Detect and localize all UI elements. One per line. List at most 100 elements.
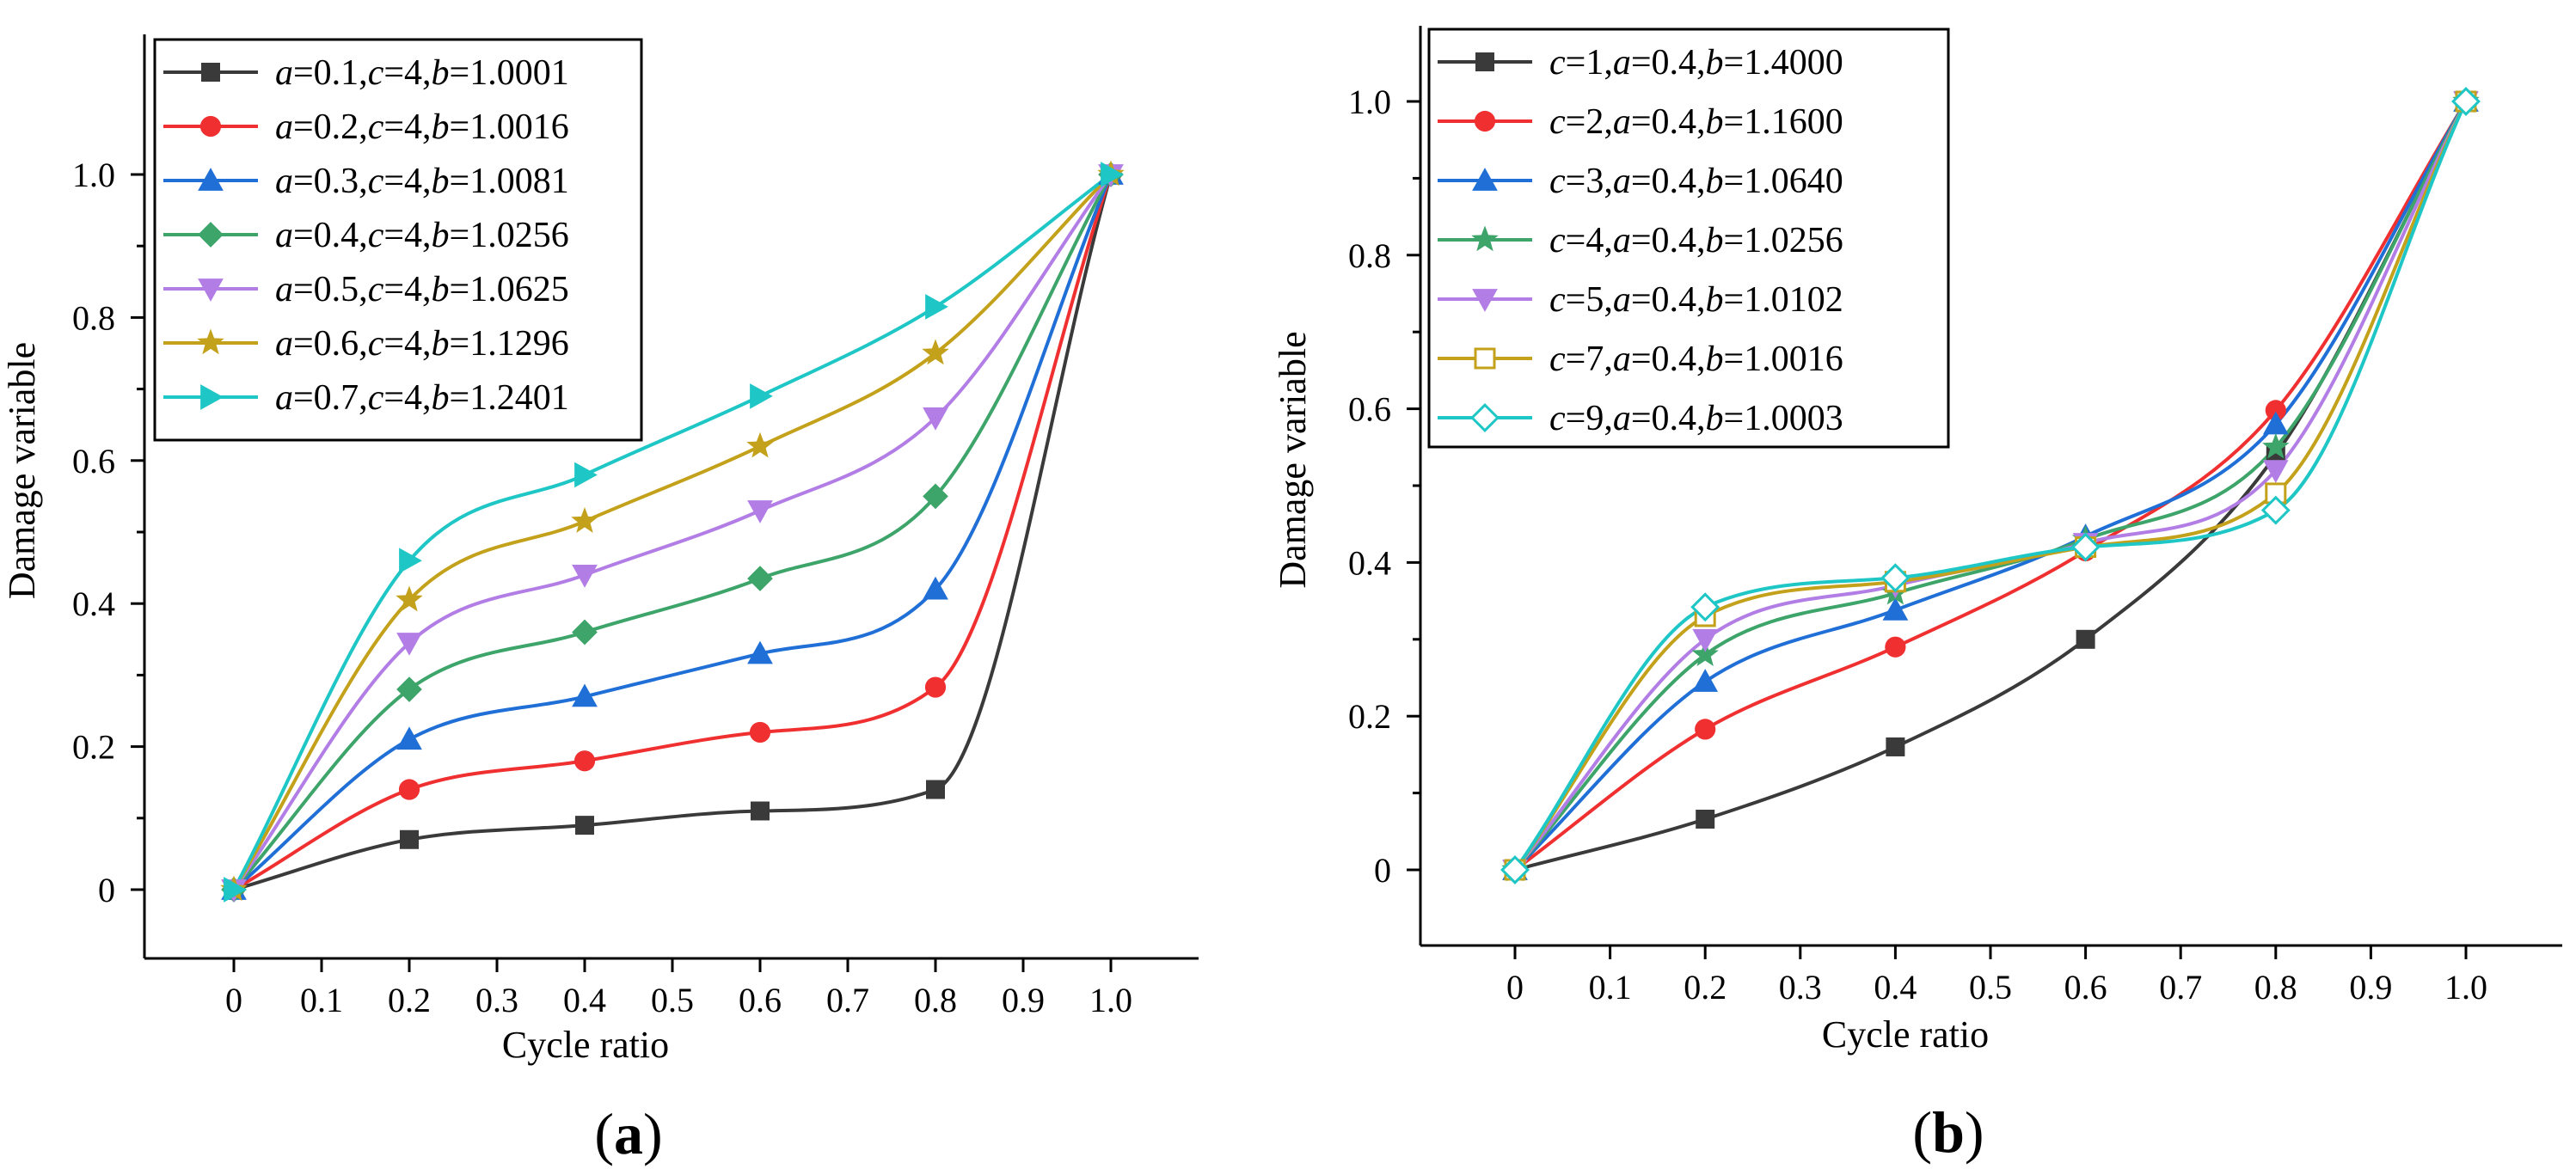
legend-label: a=0.7,c=4,b=1.2401 [275,378,569,418]
legend-marker [197,328,224,355]
legend-param-value: =4, [383,53,431,93]
y-tick-label: 0.2 [1348,697,1391,736]
series-line [232,173,1113,890]
legend-label: c=2,a=0.4,b=1.1600 [1549,102,1843,142]
x-tick-label: 0.2 [1684,968,1727,1007]
legend-marker [199,115,222,138]
chart-panel-b: 0 0.1 0.2 0.3 0.4 0.5 0.6 0.7 0.8 0.9 1.0 0 0.2 0.4 0.… [1272,26,2562,1165]
legend-param-value: =1.1296 [450,324,569,364]
data-point [574,462,598,488]
series-1 [1513,100,2468,872]
data-point [572,619,598,646]
legend-param-symbol: a [1613,280,1631,320]
legend-param-value: =2, [1566,102,1613,142]
data-point [399,548,422,574]
legend-param-value: =4, [383,270,431,309]
legend-label: a=0.1,c=4,b=1.0001 [275,53,569,93]
legend-param-symbol: a [1613,162,1631,201]
x-tick-label: 0 [225,981,242,1019]
data-point [1690,592,1720,622]
legend-param-symbol: a [275,162,293,201]
data-point [747,500,773,523]
data-point [923,483,948,510]
x-tick-label: 0.6 [2064,968,2107,1007]
legend-param-symbol: c [368,378,384,418]
legend-param-value: =0.4, [1631,102,1706,142]
x-tick-label: 0 [1506,968,1524,1007]
legend-param-value: =0.4, [1631,280,1706,320]
legend-param-symbol: b [432,216,450,255]
x-tick-label: 0.4 [563,981,606,1019]
data-point [398,779,420,800]
x-tick-label: 0.8 [914,981,957,1019]
legend-param-symbol: b [1706,43,1724,83]
series-3 [232,174,1113,891]
legend-param-symbol: b [432,324,450,364]
legend-param-value: =1.0003 [1724,399,1843,438]
series-markers-6 [224,162,1124,903]
legend-marker [201,63,220,82]
data-point [572,683,598,707]
legend-marker [198,278,224,302]
data-point [1101,162,1124,187]
legend-param-symbol: a [275,107,293,147]
data-point [746,431,774,458]
legend-param-value: =0.5, [293,270,368,309]
data-point [2265,400,2286,421]
legend-label: a=0.5,c=4,b=1.0625 [275,270,569,309]
legend-param-symbol: b [1706,280,1724,320]
legend-param-value: =4, [1566,221,1613,260]
legend: a=0.1,c=4,b=1.0001a=0.2,c=4,b=1.0016a=0.… [153,38,643,442]
data-point [396,585,423,612]
legend-param-symbol: c [368,270,384,309]
legend-param-symbol: a [1613,43,1631,83]
legend-param-value: =1.4000 [1724,43,1843,83]
y-tick-label: 0.6 [72,442,115,480]
series-line [232,173,1113,891]
legend-param-value: =4, [383,107,431,147]
series-5 [232,173,1113,891]
y-tick-label: 0 [98,871,115,909]
legend-param-value: =1.0256 [450,216,569,255]
data-point [2070,532,2101,562]
legend-marker [200,384,224,410]
legend-param-value: =7, [1566,340,1613,379]
legend-param-symbol: c [368,107,384,147]
legend-param-symbol: b [432,162,450,201]
data-point [925,294,948,320]
legend-param-value: =1, [1566,43,1613,83]
legend-label: c=3,a=0.4,b=1.0640 [1549,162,1843,201]
legend-param-value: =0.4, [1631,162,1706,201]
panel-label-paren-close: ) [643,1101,663,1166]
x-tick-label: 0.9 [2349,968,2392,1007]
x-tick-label: 0.9 [1002,981,1045,1019]
legend-param-value: =4, [383,216,431,255]
data-point [923,407,948,431]
y-tick-label: 0 [1374,851,1391,890]
x-tick-label: 0.2 [388,981,431,1019]
legend-param-symbol: b [1706,340,1724,379]
chart-panel-a: 0 0.1 0.2 0.3 0.4 0.5 0.6 0.7 0.8 0.9 1.0 0 0.2 0.4 0.… [1,34,1199,1166]
data-point [2451,87,2481,116]
series-6 [232,173,1113,890]
legend-param-symbol: a [275,378,293,418]
legend-param-value: =9, [1566,399,1613,438]
legend-param-value: =0.4, [1631,340,1706,379]
legend-param-value: =4, [383,162,431,201]
panel-label: (b) [1912,1099,1984,1165]
data-point [1885,636,1906,658]
legend-param-symbol: a [1613,399,1631,438]
legend-marker [1472,289,1498,312]
data-point [747,640,773,664]
data-point [1695,719,1716,740]
legend-param-symbol: a [1613,221,1631,260]
legend-param-symbol: c [1549,280,1566,320]
series-line [1513,101,2468,872]
legend-param-value: =0.7, [293,378,368,418]
legend-marker [1470,403,1500,432]
x-tick-label: 0.7 [2159,968,2202,1007]
legend-label: a=0.4,c=4,b=1.0256 [275,216,569,255]
legend-param-value: =0.4, [1631,399,1706,438]
series-5 [1513,101,2468,872]
legend-marker [198,168,224,191]
